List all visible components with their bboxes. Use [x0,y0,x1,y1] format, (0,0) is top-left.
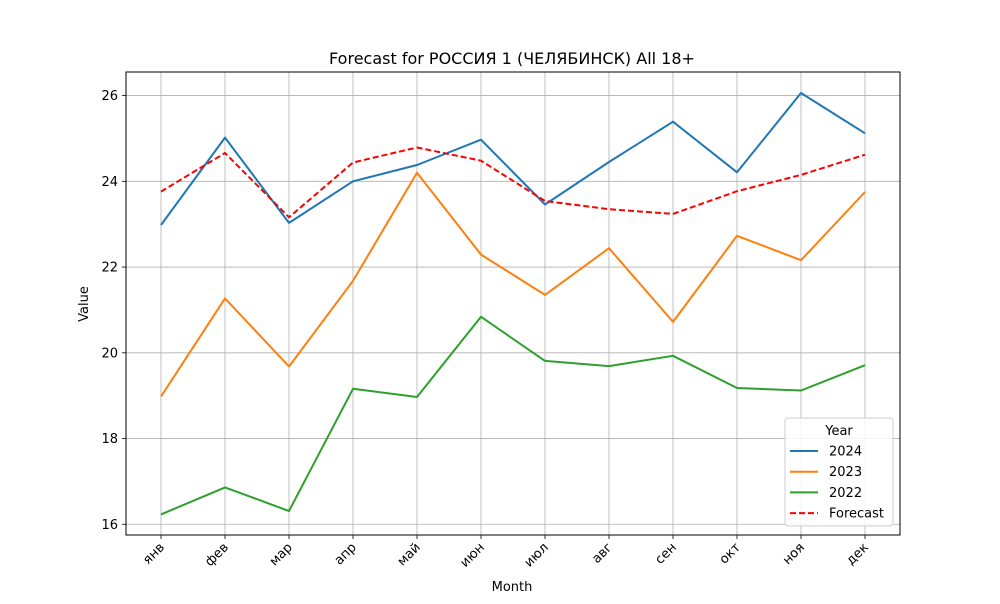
chart-title: Forecast for РОССИЯ 1 (ЧЕЛЯБИНСК) All 18… [329,49,695,68]
x-tick-label: фев [202,540,232,570]
legend-title: Year [824,424,853,439]
x-tick-label: янв [140,540,168,568]
plot-frame [125,71,901,536]
x-tick-label: июл [522,540,552,570]
series-line-2024 [160,92,866,226]
x-axis-ticks: янв фев мар апр май июн июл авг сен окт ноя дек [140,535,872,571]
x-tick-label: апр [332,540,360,568]
x-axis-label: Month [492,580,533,595]
x-tick-label: мар [267,540,296,569]
legend-box [784,417,894,527]
legend-label: 2023 [829,465,862,480]
x-tick-label: июн [457,540,487,570]
y-tick-label: 22 [101,261,118,276]
legend-label: 2024 [829,445,862,460]
y-tick-label: 20 [101,346,118,361]
y-tick-label: 16 [101,518,118,533]
x-tick-label: окт [717,540,744,567]
series-lines [160,92,866,516]
x-tick-label: ноя [780,540,808,568]
y-tick-label: 26 [101,89,118,104]
y-tick-label: 18 [101,432,118,447]
series-line-2022 [160,315,866,516]
series-line-2023 [160,171,866,398]
y-tick-label: 24 [101,175,118,190]
x-tick-label: дек [844,540,872,568]
x-tick-label: май [395,540,424,569]
grid [126,72,900,535]
legend-label: 2022 [829,486,862,501]
series-line-forecast [160,146,866,219]
legend-label: Forecast [829,507,884,522]
legend: Year 2024 2023 2022 Forecast [784,417,894,527]
y-axis-ticks: 16 18 20 22 24 26 [101,89,126,533]
x-tick-label: авг [589,540,616,567]
x-tick-label: сен [652,540,679,567]
y-axis-label: Value [77,286,92,322]
